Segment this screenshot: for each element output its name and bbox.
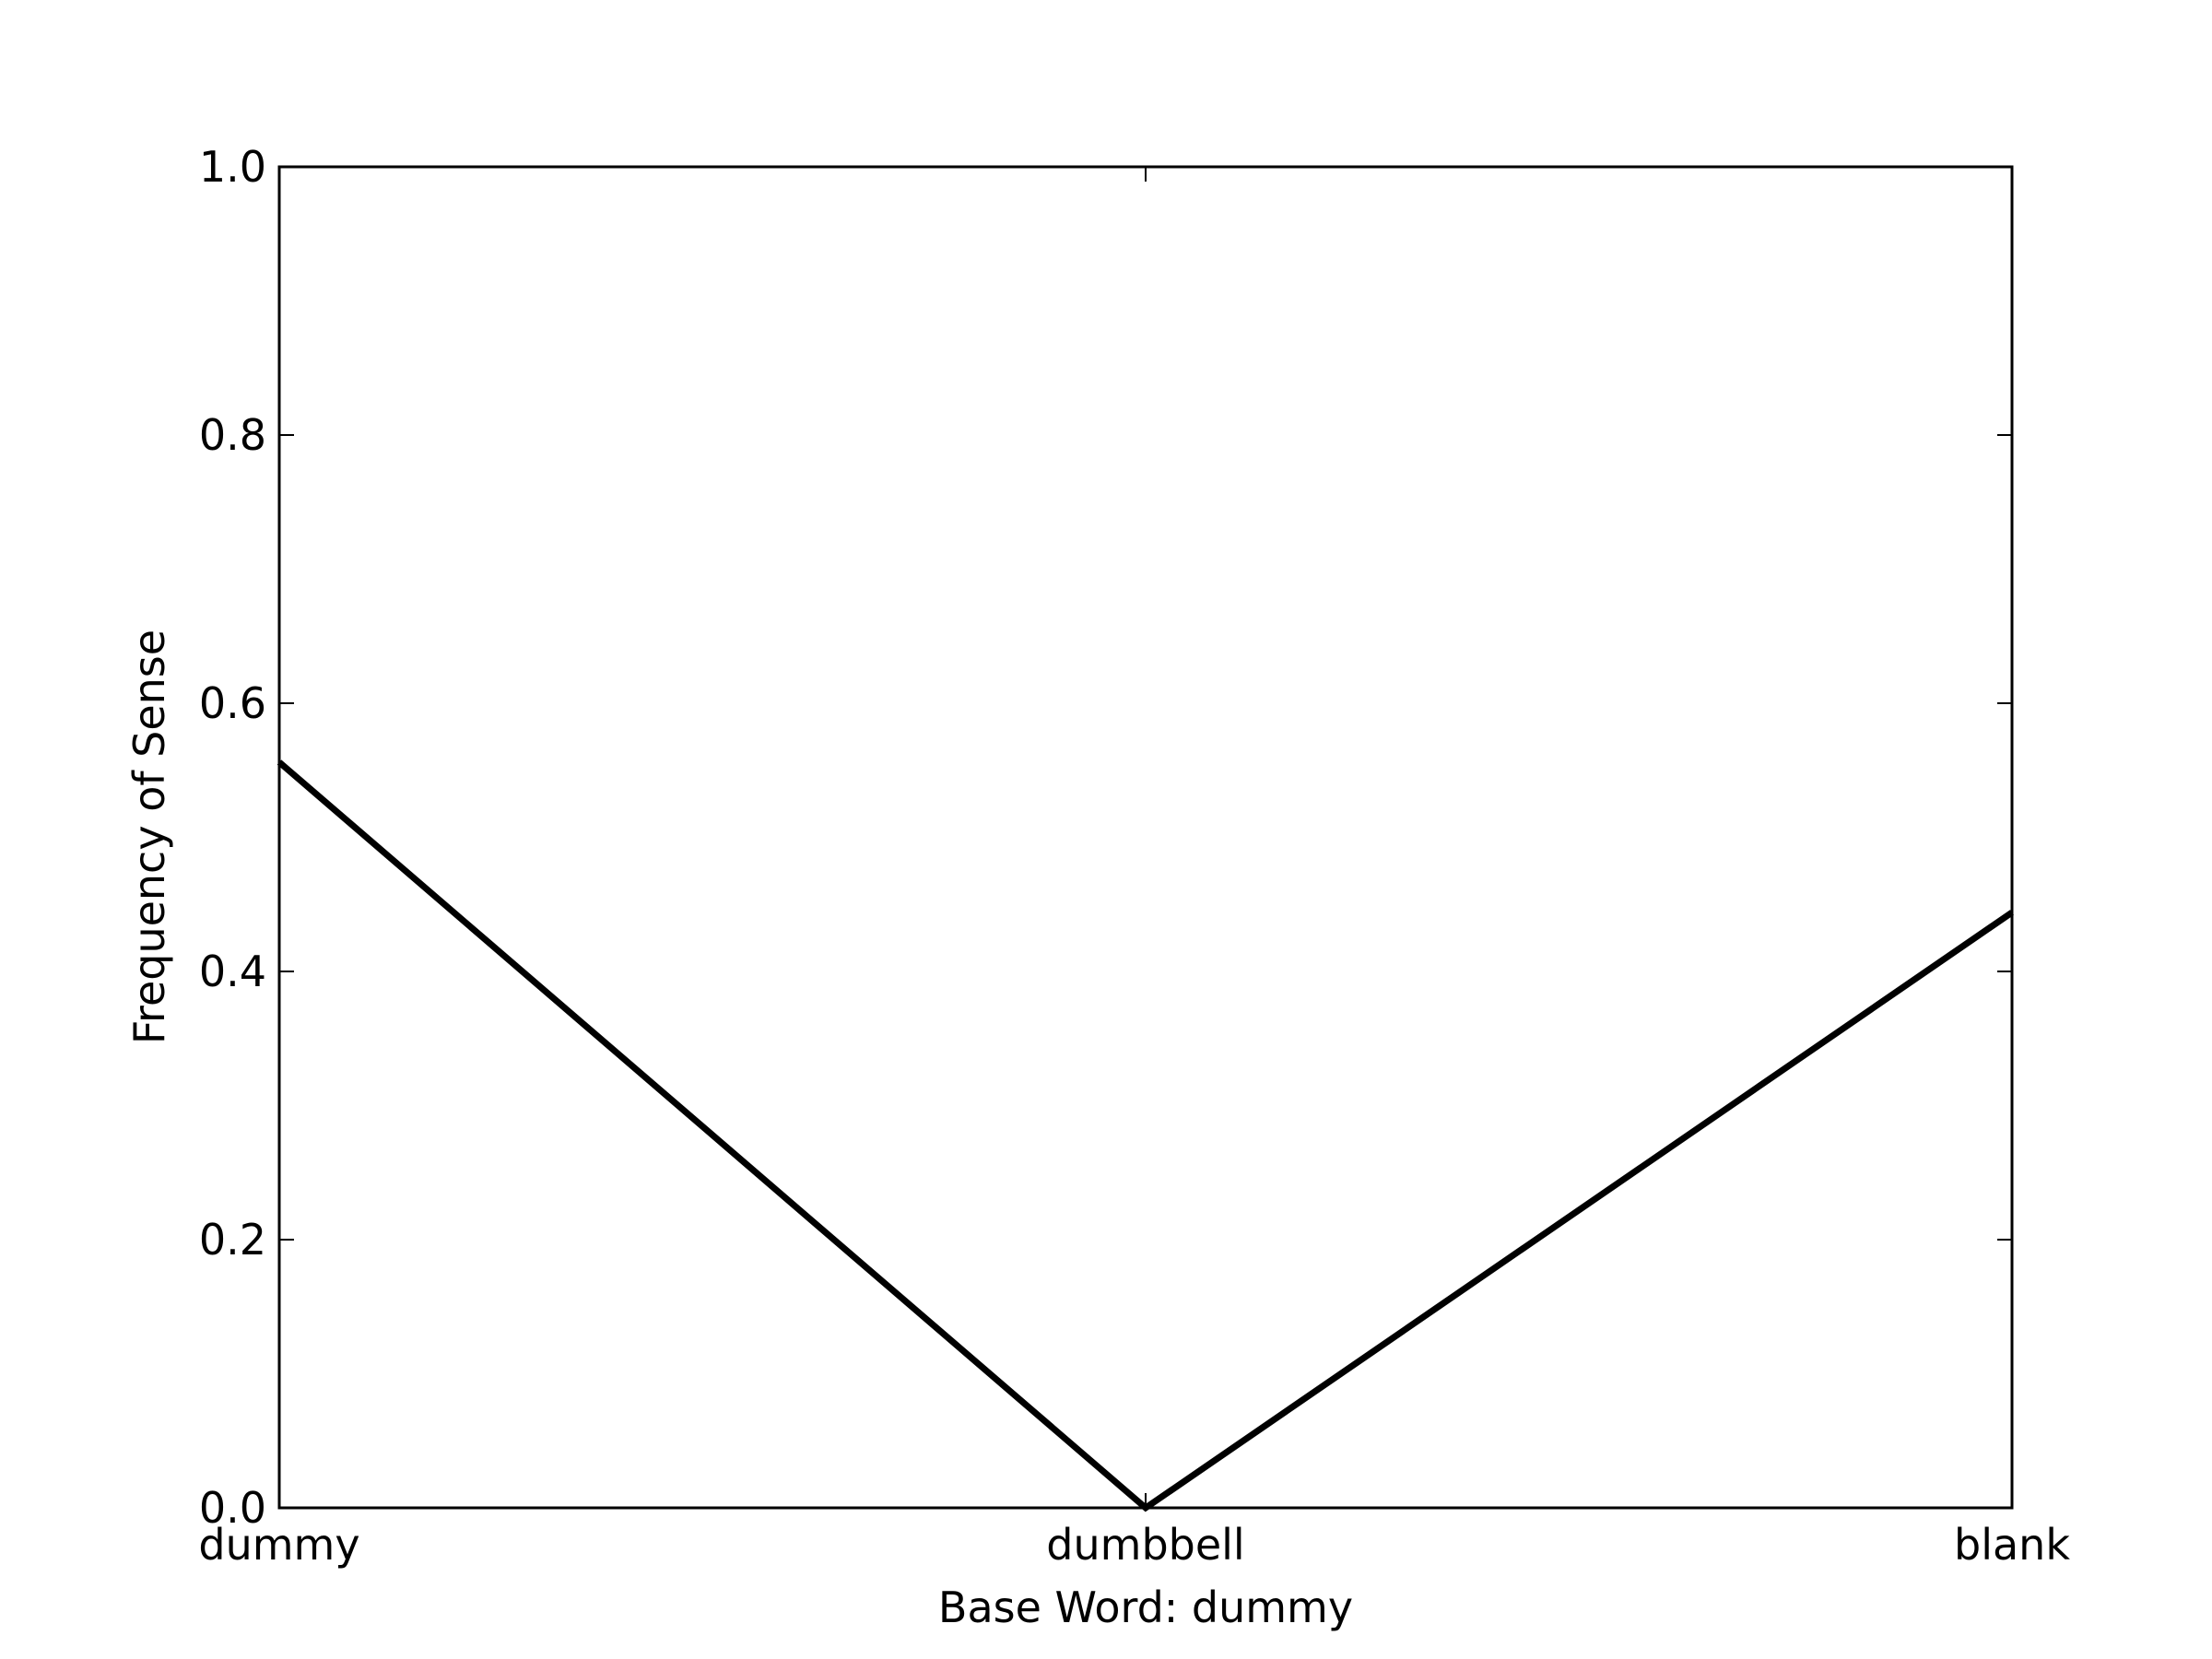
x-tick-label: dumbbell [1046,1520,1244,1570]
y-tick-label: 0.4 [199,947,266,996]
plot-frame [277,165,2014,1510]
y-tick-label: 0.0 [199,1483,266,1533]
x-axis-ticks: dummy dumbbell blank [198,167,2070,1570]
y-axis-label: Frequency of Sense [124,629,174,1044]
y-tick-label: 0.8 [199,410,266,460]
plot-area [279,167,2012,1508]
x-axis-label: Base Word: dummy [938,1583,1353,1632]
y-tick-label: 0.6 [199,678,266,728]
x-tick-label: blank [1954,1520,2070,1570]
y-tick-label: 1.0 [199,142,266,192]
y-tick-label: 0.2 [199,1215,266,1265]
y-axis-ticks: 0.0 0.2 0.4 0.6 0.8 1.0 [199,142,2012,1533]
x-tick-label: dummy [198,1520,359,1570]
